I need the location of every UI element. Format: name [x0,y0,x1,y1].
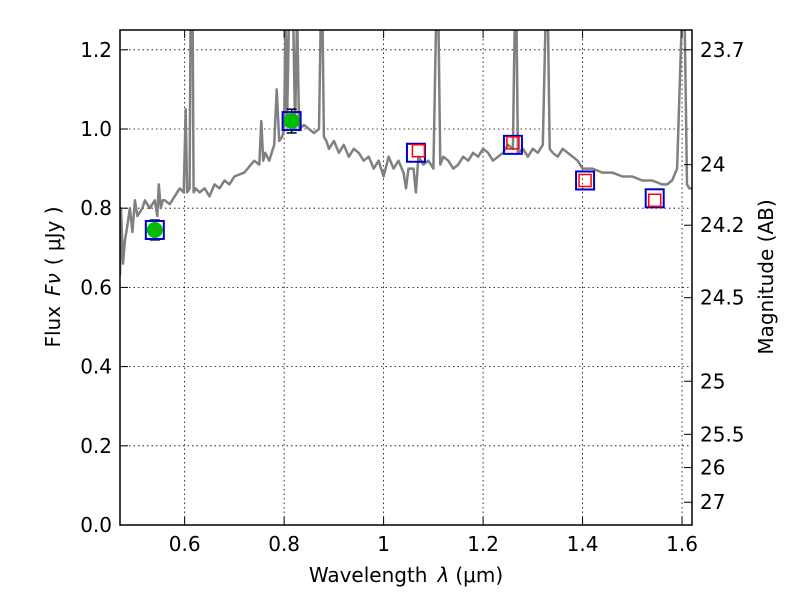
x-tick-label: 1.2 [467,532,499,556]
x-tick-label: 1.6 [666,532,698,556]
photometry-point-filled [146,221,163,238]
y-axis-label-unit: ( μJy ) [41,206,65,265]
y-tick-label: 0.4 [80,355,112,379]
photometry-points [144,108,665,241]
model-band-square [575,170,596,191]
x-axis-label: Wavelength λ (μm) [309,563,503,587]
y-axis-label-symbol: Fν [41,273,65,296]
y-tick-label: 1.2 [80,38,112,62]
magnitude-tick-label: 24 [700,153,725,177]
x-tick-label: 0.8 [268,532,300,556]
magnitude-axis-ticks: 23.7 24 24.2 24.5 25 25.5 26 27 [684,38,745,514]
photometry-point-open [411,144,426,158]
x-tick-label: 1 [377,532,390,556]
magnitude-tick-label: 24.5 [700,286,745,310]
photometry-point-open [578,173,592,188]
x-tick-label: 1.4 [567,532,599,556]
model-spectrum-line [120,30,692,276]
magnitude-tick-label: 25.5 [700,422,745,446]
y-axis-label: Flux Fν ( μJy ) [41,206,65,347]
photometry-point-open [506,136,520,150]
photometry-point-open [647,193,662,208]
y-tick-label: 0.0 [80,513,112,537]
x-axis-label-symbol: λ [437,563,450,587]
y-tick-label: 0.2 [80,434,112,458]
y-axis-label-prefix: Flux [41,306,65,348]
model-band-square [405,142,426,163]
x-tick-label: 0.6 [169,532,201,556]
magnitude-tick-label: 27 [700,490,725,514]
model-band-square [644,188,665,209]
x-axis-label-prefix: Wavelength [309,563,428,587]
grid-lines [120,30,692,525]
model-band-square [144,219,165,240]
photometry-point-filled [283,113,300,130]
model-band-square [502,134,523,155]
y-tick-label: 0.8 [80,196,112,220]
model-band-square [281,111,302,132]
magnitude-tick-label: 25 [700,369,725,393]
x-axis-ticks: 0.6 0.8 1 1.2 1.4 1.6 [169,30,698,556]
x-axis-label-unit: (μm) [455,563,503,587]
plot-frame [119,29,693,526]
y-axis-ticks: 0.0 0.2 0.4 0.6 0.8 1.0 1.2 [80,38,128,537]
y-tick-label: 0.6 [80,275,112,299]
magnitude-tick-label: 24.2 [700,213,745,237]
magnitude-tick-label: 23.7 [700,38,745,62]
model-spectrum [120,30,692,276]
magnitude-axis-label: Magnitude (AB) [754,199,778,354]
y-tick-label: 1.0 [80,117,112,141]
magnitude-tick-label: 26 [700,456,725,480]
